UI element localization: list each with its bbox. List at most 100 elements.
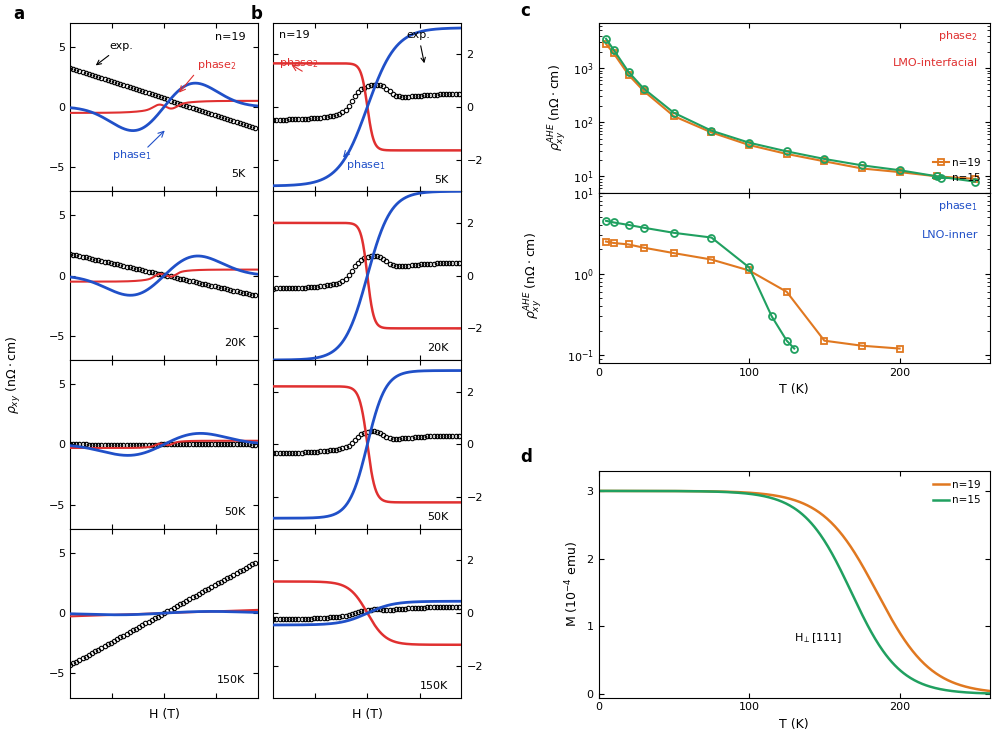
n=15	[894, 166, 906, 175]
n=19	[593, 487, 605, 496]
n=19	[668, 248, 680, 257]
n=15	[818, 154, 830, 164]
Legend: n=19, n=15: n=19, n=15	[929, 154, 985, 188]
Legend: n=19, n=15: n=19, n=15	[929, 476, 985, 509]
n=15	[743, 263, 755, 272]
n=19	[600, 40, 612, 49]
n=15	[720, 488, 732, 496]
n=19	[608, 49, 620, 58]
n=15	[743, 138, 755, 147]
n=19	[623, 70, 635, 80]
n=15	[931, 172, 943, 181]
n=15	[748, 490, 760, 499]
n=15	[984, 689, 996, 698]
n=15	[839, 574, 851, 583]
n=19	[638, 243, 650, 252]
Text: 50K: 50K	[427, 512, 448, 522]
Text: a: a	[14, 5, 25, 23]
X-axis label: T (K): T (K)	[779, 718, 809, 731]
Line: n=19: n=19	[603, 40, 978, 182]
n=15	[600, 34, 612, 44]
n=19	[600, 237, 612, 246]
Text: 5K: 5K	[434, 175, 448, 184]
n=15	[856, 160, 868, 170]
Text: $\rho_{xy}$ (n$\Omega\cdot$cm): $\rho_{xy}$ (n$\Omega\cdot$cm)	[5, 336, 23, 414]
n=19	[856, 341, 868, 350]
n=15	[705, 233, 717, 242]
Line: n=15: n=15	[599, 491, 990, 694]
n=19	[984, 686, 996, 695]
Text: H$_\perp$[111]: H$_\perp$[111]	[794, 631, 842, 645]
n=15	[877, 646, 889, 656]
Text: LMO-interfacial: LMO-interfacial	[893, 58, 978, 68]
n=19	[877, 599, 889, 608]
Line: n=15: n=15	[603, 35, 978, 185]
Text: phase$_2$: phase$_2$	[938, 29, 978, 44]
n=15	[638, 84, 650, 93]
Text: phase$_2$: phase$_2$	[197, 58, 236, 72]
n=19	[748, 488, 760, 497]
n=15	[969, 177, 981, 186]
n=19	[743, 266, 755, 275]
Text: 20K: 20K	[427, 344, 448, 353]
Line: n=19: n=19	[603, 238, 903, 352]
n=15	[788, 344, 800, 353]
Text: phase$_2$: phase$_2$	[279, 56, 318, 70]
n=15	[608, 45, 620, 54]
Y-axis label: $\rho_{xy}^{AHE}$ (n$\Omega\cdot$cm): $\rho_{xy}^{AHE}$ (n$\Omega\cdot$cm)	[546, 64, 568, 151]
n=19	[638, 86, 650, 95]
n=19	[839, 534, 851, 543]
Text: exp.: exp.	[407, 30, 430, 62]
n=19	[623, 240, 635, 249]
n=15	[668, 108, 680, 117]
n=19	[894, 167, 906, 176]
Text: phase$_1$: phase$_1$	[346, 158, 386, 172]
n=19	[894, 344, 906, 353]
X-axis label: T (K): T (K)	[779, 383, 809, 396]
n=19	[856, 164, 868, 173]
n=15	[608, 218, 620, 227]
Text: 150K: 150K	[420, 681, 448, 691]
Text: exp.: exp.	[97, 41, 133, 64]
n=15	[766, 312, 778, 321]
Text: 50K: 50K	[224, 507, 245, 517]
Text: 20K: 20K	[224, 338, 245, 348]
X-axis label: H (T): H (T)	[149, 708, 180, 721]
Text: phase$_1$: phase$_1$	[938, 200, 978, 214]
n=15	[623, 68, 635, 76]
n=19	[720, 488, 732, 496]
n=15	[638, 224, 650, 232]
Y-axis label: M (10$^{-4}$ emu): M (10$^{-4}$ emu)	[563, 541, 581, 627]
Text: c: c	[520, 2, 530, 20]
n=15	[593, 487, 605, 496]
n=15	[640, 487, 652, 496]
n=15	[600, 216, 612, 225]
n=19	[818, 157, 830, 166]
n=19	[818, 336, 830, 345]
Text: n=19: n=19	[279, 31, 309, 40]
Y-axis label: $\rho_{xy}^{AHE}$ (n$\Omega\cdot$cm): $\rho_{xy}^{AHE}$ (n$\Omega\cdot$cm)	[522, 232, 544, 319]
n=19	[931, 172, 943, 181]
Line: n=19: n=19	[599, 491, 990, 691]
n=15	[781, 147, 793, 156]
Text: 150K: 150K	[217, 676, 245, 686]
Text: d: d	[520, 448, 532, 466]
Text: LNO-inner: LNO-inner	[922, 230, 978, 240]
n=19	[705, 255, 717, 264]
n=15	[875, 644, 887, 652]
X-axis label: H (T): H (T)	[352, 708, 383, 721]
n=15	[705, 126, 717, 135]
Text: n=19: n=19	[215, 32, 245, 42]
n=19	[705, 128, 717, 137]
Line: n=15: n=15	[603, 217, 798, 352]
n=19	[743, 140, 755, 149]
Text: phase$_1$: phase$_1$	[112, 148, 152, 161]
Text: b: b	[251, 5, 263, 23]
n=19	[608, 238, 620, 248]
n=19	[969, 174, 981, 183]
Text: 5K: 5K	[231, 170, 245, 179]
n=15	[668, 228, 680, 237]
n=19	[781, 149, 793, 158]
n=19	[640, 487, 652, 496]
n=19	[875, 596, 887, 604]
